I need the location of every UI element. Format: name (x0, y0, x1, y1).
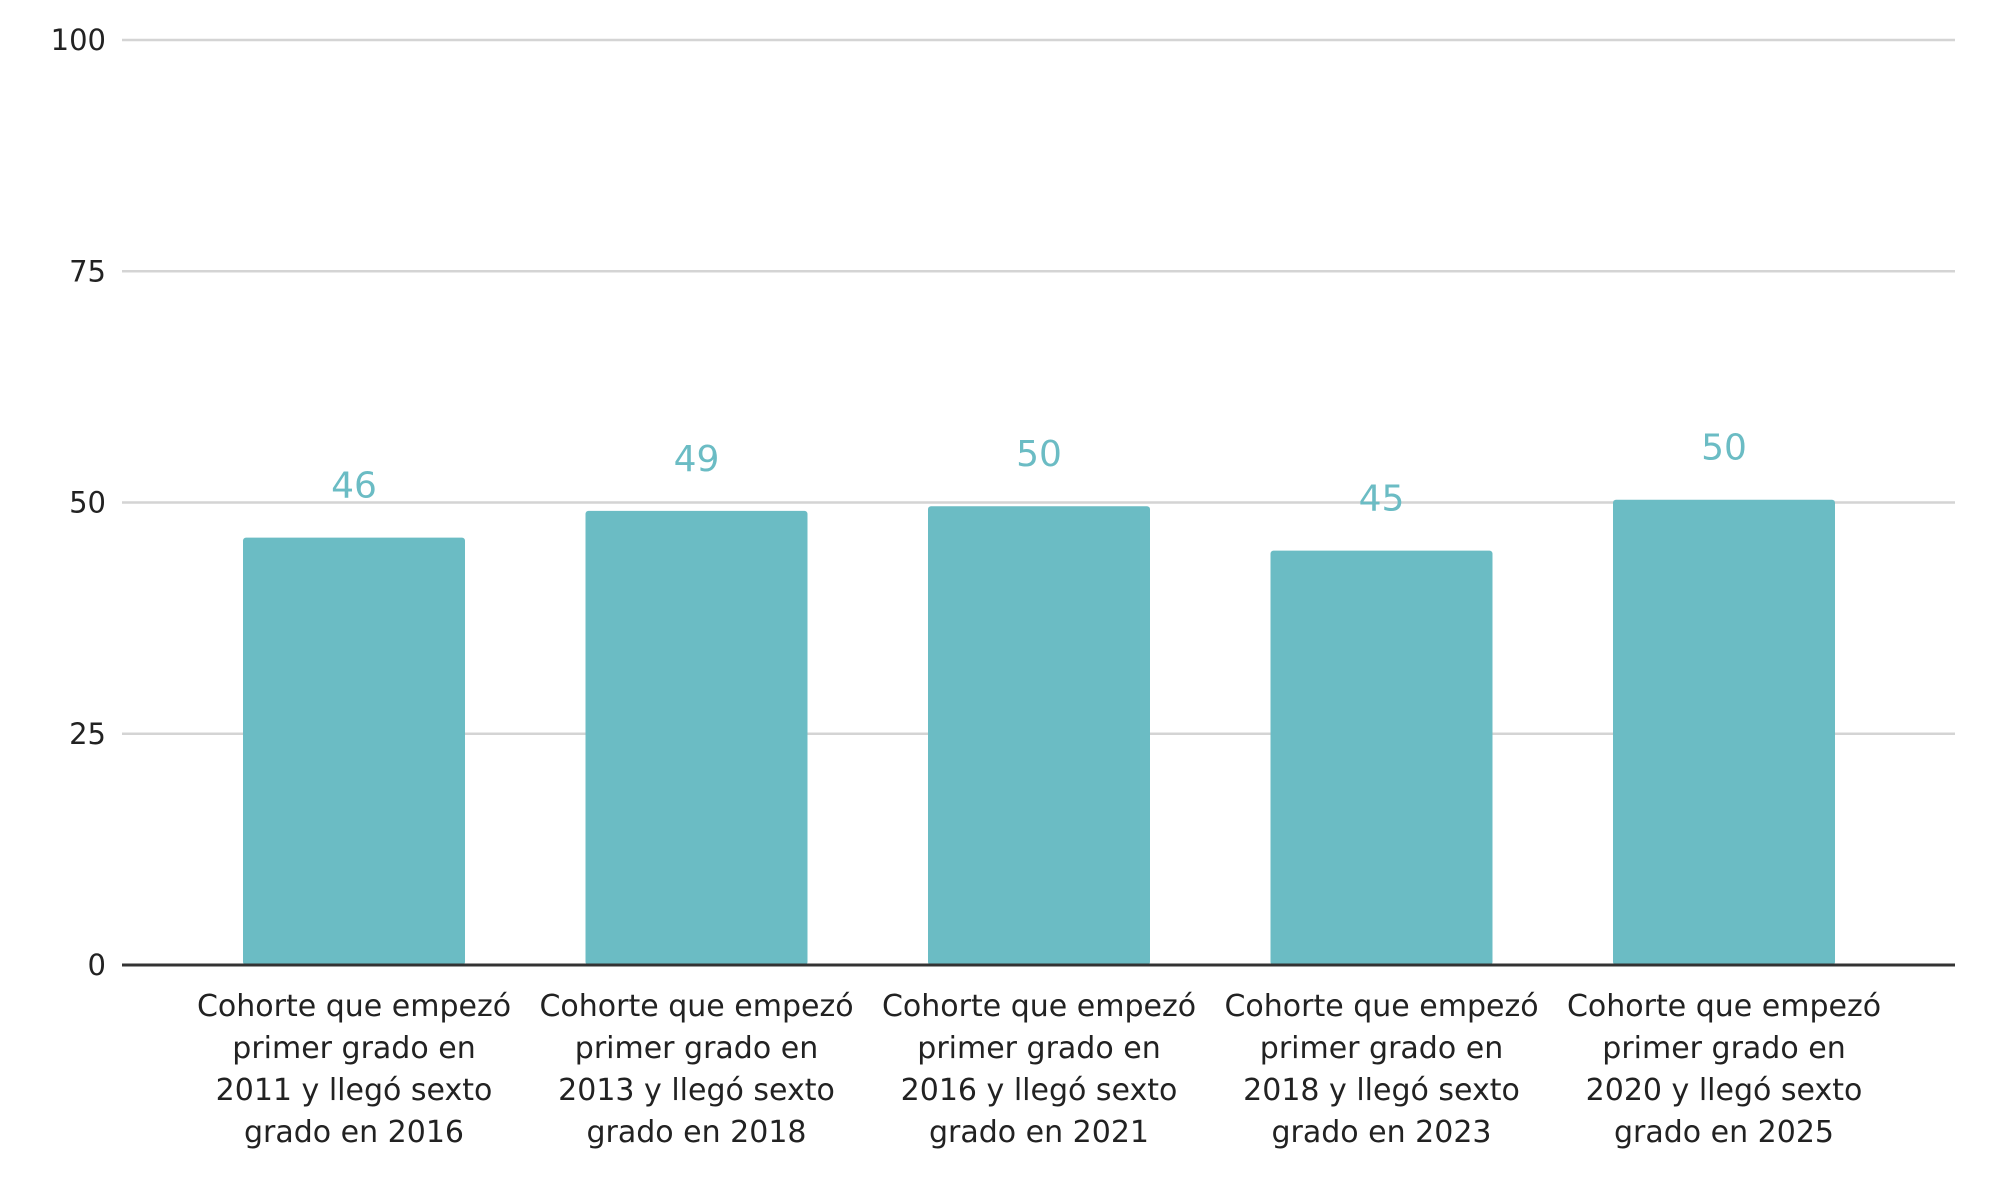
x-tick-label-line: grado en 2016 (244, 1115, 464, 1150)
x-tick-label-line: 2011 y llegó sexto (216, 1073, 493, 1108)
x-tick-label: Cohorte que empezó primer grado en 2016 y … (882, 989, 1196, 1150)
data-label: 50 (1701, 428, 1747, 469)
data-label: 46 (331, 466, 377, 507)
bar (585, 510, 808, 965)
x-tick-label-line: grado en 2025 (1614, 1115, 1834, 1150)
x-tick-label-line: Cohorte que empezó (882, 989, 1196, 1024)
bar (243, 537, 465, 965)
bar (928, 506, 1150, 965)
x-tick-label-line: primer grado en (232, 1031, 475, 1066)
data-label: 49 (674, 439, 720, 480)
y-tick-label: 25 (69, 717, 106, 751)
x-axis-ticks: Cohorte que empezó primer grado en 2011 y … (197, 989, 1881, 1150)
data-labels: 46 49 50 45 50 (331, 428, 1747, 520)
data-label: 50 (1016, 434, 1062, 475)
x-tick-label-line: 2018 y llegó sexto (1243, 1073, 1520, 1108)
y-axis-ticks: 0 25 50 75 100 (51, 23, 106, 982)
y-tick-label: 75 (69, 254, 106, 288)
x-tick-label: Cohorte que empezó primer grado en 2020 y … (1567, 989, 1881, 1150)
x-tick-label: Cohorte que empezó primer grado en 2011 y … (197, 989, 511, 1150)
x-tick-label-line: primer grado en (917, 1031, 1160, 1066)
y-tick-label: 50 (69, 486, 106, 520)
bar (1270, 550, 1493, 965)
y-tick-label: 100 (51, 23, 106, 57)
x-tick-label-line: 2013 y llegó sexto (558, 1073, 835, 1108)
x-tick-label-line: grado en 2018 (586, 1115, 806, 1150)
x-tick-label-line: 2016 y llegó sexto (901, 1073, 1178, 1108)
x-tick-label-line: primer grado en (1260, 1031, 1503, 1066)
x-tick-label-line: Cohorte que empezó (1224, 989, 1538, 1024)
bars (243, 499, 1835, 965)
bar (1613, 499, 1835, 965)
data-label: 45 (1359, 479, 1405, 520)
x-tick-label: Cohorte que empezó primer grado en 2018 y … (1224, 989, 1538, 1150)
x-tick-label-line: grado en 2021 (929, 1115, 1149, 1150)
x-tick-label-line: 2020 y llegó sexto (1586, 1073, 1863, 1108)
x-tick-label-line: primer grado en (575, 1031, 818, 1066)
x-tick-label-line: primer grado en (1602, 1031, 1845, 1066)
x-tick-label-line: grado en 2023 (1271, 1115, 1491, 1150)
x-tick-label: Cohorte que empezó primer grado en 2013 y … (539, 989, 853, 1150)
y-tick-label: 0 (88, 948, 106, 982)
x-tick-label-line: Cohorte que empezó (1567, 989, 1881, 1024)
x-tick-label-line: Cohorte que empezó (197, 989, 511, 1024)
x-tick-label-line: Cohorte que empezó (539, 989, 853, 1024)
